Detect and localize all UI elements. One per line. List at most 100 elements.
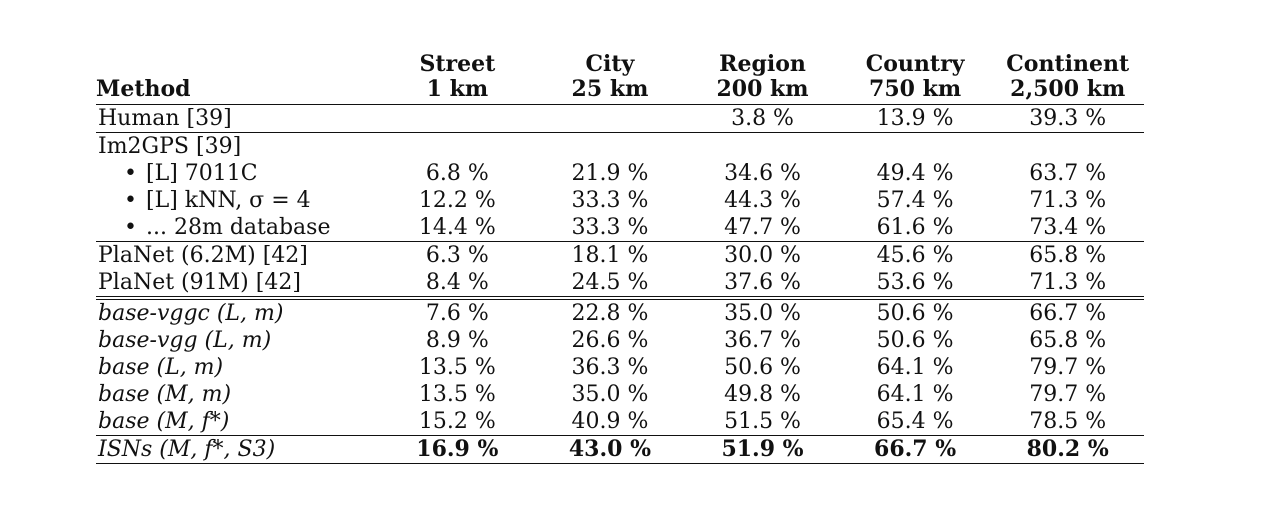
value-cell: 47.7 %: [724, 215, 801, 240]
value-cell: 15.2 %: [418, 409, 496, 434]
bullet-icon: •: [124, 161, 137, 186]
value-cell: 8.9 %: [425, 328, 489, 353]
method-label: Im2GPS [39]: [98, 134, 242, 159]
value-cell: 45.6 %: [838, 241, 992, 269]
value-cell: 50.6 %: [838, 296, 992, 327]
method-cell: • ... 28m database: [96, 214, 381, 242]
value-cell: 65.8 %: [1029, 328, 1107, 353]
value-cell: 50.6 %: [876, 328, 954, 353]
method-label: base (M, f*): [98, 409, 230, 434]
value-cell: 33.3 %: [571, 215, 649, 240]
method-label: [L] kNN, σ = 4: [146, 188, 311, 213]
value-cell: 7.6 %: [381, 296, 534, 327]
method-cell: Human [39]: [96, 105, 381, 133]
value-cell: [534, 105, 687, 133]
value-cell: 66.7 %: [991, 296, 1144, 327]
method-label: PlaNet (6.2M) [42]: [98, 243, 308, 268]
method-cell: • [L] kNN, σ = 4: [96, 187, 381, 214]
value-cell: 8.4 %: [425, 270, 489, 295]
value-cell: 43.0 %: [533, 435, 687, 464]
value-cell: 44.3 %: [724, 188, 801, 213]
table-row: base-vgg (L, m) 8.9 % 26.6 % 36.7 % 50.6 % 65…: [96, 327, 1144, 354]
value-cell: 64.1 %: [876, 355, 954, 380]
table-row: base-vggc (L, m) 7.6 % 22.8 % 35.0 % 50.6 % 6…: [96, 296, 1144, 327]
value-cell: 63.7 %: [1029, 161, 1107, 186]
method-cell: base (M, m): [96, 381, 381, 408]
value-cell: [686, 132, 839, 160]
header-continent: Continent 2,500 km: [991, 52, 1144, 105]
value-cell: 61.6 %: [876, 215, 954, 240]
header-row: Method Street 1 km City 25 km Region 200 km…: [96, 52, 1144, 105]
table-row: base (M, f*) 15.2 % 40.9 % 51.5 % 65.4 % 78.5…: [96, 408, 1144, 436]
value-cell: 34.6 %: [724, 161, 801, 186]
value-cell: 80.2 %: [991, 435, 1144, 464]
value-cell: 22.8 %: [533, 296, 687, 327]
value-cell: 50.6 %: [724, 355, 801, 380]
method-cell: Im2GPS [39]: [96, 132, 382, 160]
value-cell: 6.8 %: [425, 161, 489, 186]
header-country: Country 750 km: [838, 52, 992, 105]
table-row: base (M, m) 13.5 % 35.0 % 49.8 % 64.1 % 79.7 …: [96, 381, 1144, 408]
header-method: Method: [96, 52, 382, 105]
value-cell: 64.1 %: [876, 382, 954, 407]
value-cell: 36.3 %: [571, 355, 649, 380]
method-label: base (L, m): [98, 355, 224, 380]
value-cell: 39.3 %: [1029, 106, 1107, 131]
value-cell: 51.9 %: [686, 435, 839, 464]
value-cell: 33.3 %: [571, 188, 649, 213]
value-cell: 3.8 %: [731, 106, 794, 131]
value-cell: 26.6 %: [571, 328, 649, 353]
method-label: [L] 7011C: [146, 161, 258, 186]
value-cell: 40.9 %: [571, 409, 649, 434]
method-label: Human [39]: [98, 106, 232, 131]
method-label: ISNs (M, f*, S3): [98, 437, 276, 462]
value-cell: 30.0 %: [686, 241, 839, 269]
value-cell: 36.7 %: [724, 328, 801, 353]
value-cell: 24.5 %: [571, 270, 649, 295]
value-cell: 21.9 %: [571, 161, 649, 186]
table-row: PlaNet (91M) [42] 8.4 % 24.5 % 37.6 % 53.6 %…: [96, 269, 1144, 298]
value-cell: 49.4 %: [876, 161, 954, 186]
results-table-container: Method Street 1 km City 25 km Region 200 km…: [96, 52, 1144, 464]
value-cell: [991, 132, 1144, 160]
method-cell: base-vgg (L, m): [96, 327, 381, 354]
method-cell: PlaNet (91M) [42]: [96, 269, 381, 298]
value-cell: 35.0 %: [686, 296, 839, 327]
value-cell: 13.9 %: [876, 106, 954, 131]
value-cell: 37.6 %: [724, 270, 801, 295]
method-cell: base-vggc (L, m): [96, 296, 382, 327]
method-cell: ISNs (M, f*, S3): [96, 435, 382, 464]
value-cell: 13.5 %: [418, 355, 496, 380]
value-cell: [381, 105, 534, 133]
header-region: Region 200 km: [686, 52, 839, 105]
table-row: • [L] 7011C 6.8 % 21.9 % 34.6 % 49.4 % 63.7 %: [96, 160, 1144, 187]
value-cell: 71.3 %: [1029, 188, 1107, 213]
value-cell: 65.4 %: [876, 409, 954, 434]
method-cell: base (L, m): [96, 354, 381, 381]
value-cell: [381, 132, 534, 160]
table-row: Im2GPS [39]: [96, 132, 1144, 160]
value-cell: 49.8 %: [724, 382, 801, 407]
value-cell: 18.1 %: [533, 241, 687, 269]
bullet-icon: •: [124, 188, 137, 213]
value-cell: 13.5 %: [418, 382, 496, 407]
value-cell: 35.0 %: [571, 382, 649, 407]
value-cell: 12.2 %: [418, 188, 496, 213]
method-label: base (M, m): [98, 382, 232, 407]
header-street: Street 1 km: [381, 52, 534, 105]
method-label: PlaNet (91M) [42]: [98, 270, 301, 295]
value-cell: 65.8 %: [991, 241, 1144, 269]
value-cell: 14.4 %: [418, 215, 496, 240]
value-cell: [838, 132, 992, 160]
bullet-icon: •: [124, 215, 137, 240]
table-row: • ... 28m database 14.4 % 33.3 % 47.7 % 61.6 …: [96, 214, 1144, 242]
value-cell: 16.9 %: [381, 435, 534, 464]
value-cell: 71.3 %: [1029, 270, 1107, 295]
method-cell: • [L] 7011C: [96, 160, 381, 187]
table-row: PlaNet (6.2M) [42] 6.3 % 18.1 % 30.0 % 45.6 …: [96, 241, 1144, 269]
table-row: • [L] kNN, σ = 4 12.2 % 33.3 % 44.3 % 57.4 % 7…: [96, 187, 1144, 214]
value-cell: [533, 132, 687, 160]
value-cell: 66.7 %: [838, 435, 992, 464]
method-label: base-vgg (L, m): [98, 328, 272, 353]
table-row: base (L, m) 13.5 % 36.3 % 50.6 % 64.1 % 79.7 …: [96, 354, 1144, 381]
